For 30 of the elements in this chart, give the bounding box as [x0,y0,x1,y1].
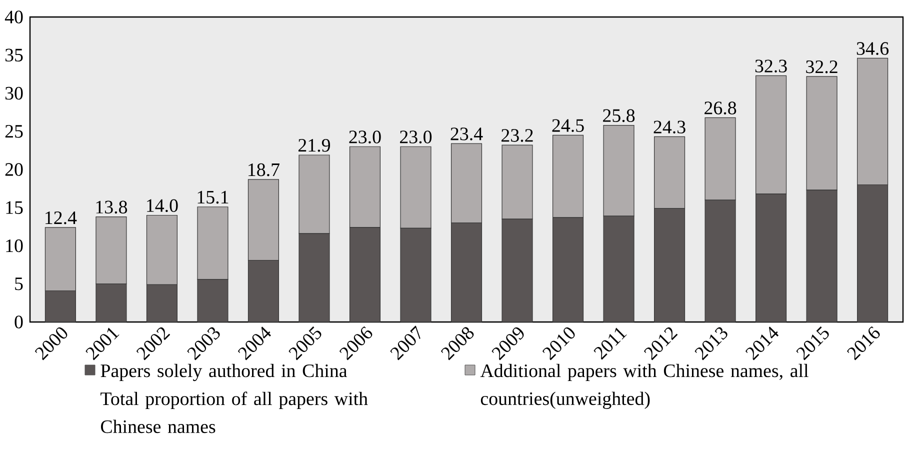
y-tick-label: 10 [6,239,23,252]
legend-label: Papers solely authored in China [100,364,348,382]
x-tick-label: 2011 [594,328,627,360]
total-label: 24.3 [654,120,686,134]
total-label: 14.0 [147,199,178,212]
total-label: 15.1 [198,190,228,204]
text: Total proportion of all papers with Chinese names [100,392,368,434]
total-label: 21.9 [298,139,330,152]
y-tick-label: 0 [14,316,23,328]
y-tick-label: 40 [4,10,23,24]
y-tick-label: 30 [5,86,23,100]
total-label: 34.6 [856,42,889,55]
total-label: 13.8 [96,200,128,214]
total-label: 23.2 [502,129,533,142]
total-label: 25.8 [603,109,635,122]
total-label: 24.5 [552,119,584,132]
y-tick-label: 20 [5,163,23,176]
total-label: 23.0 [400,130,432,144]
y-tick-label: 15 [6,201,23,214]
total-label: 32.2 [806,60,838,74]
total-label: 18.7 [248,163,280,176]
total-label: 23.0 [349,130,381,144]
legend-label: Additional papers with Chinese names, all countries(unweighted) [480,364,808,409]
y-tick-label: 35 [5,48,23,62]
y-tick-label: 25 [5,125,23,138]
y-tick-label: 5 [15,278,23,290]
total-label: 26.8 [704,102,736,114]
total-label: 32.3 [755,60,787,73]
total-label: 12.4 [46,211,77,224]
total-label: 23.4 [450,128,483,140]
